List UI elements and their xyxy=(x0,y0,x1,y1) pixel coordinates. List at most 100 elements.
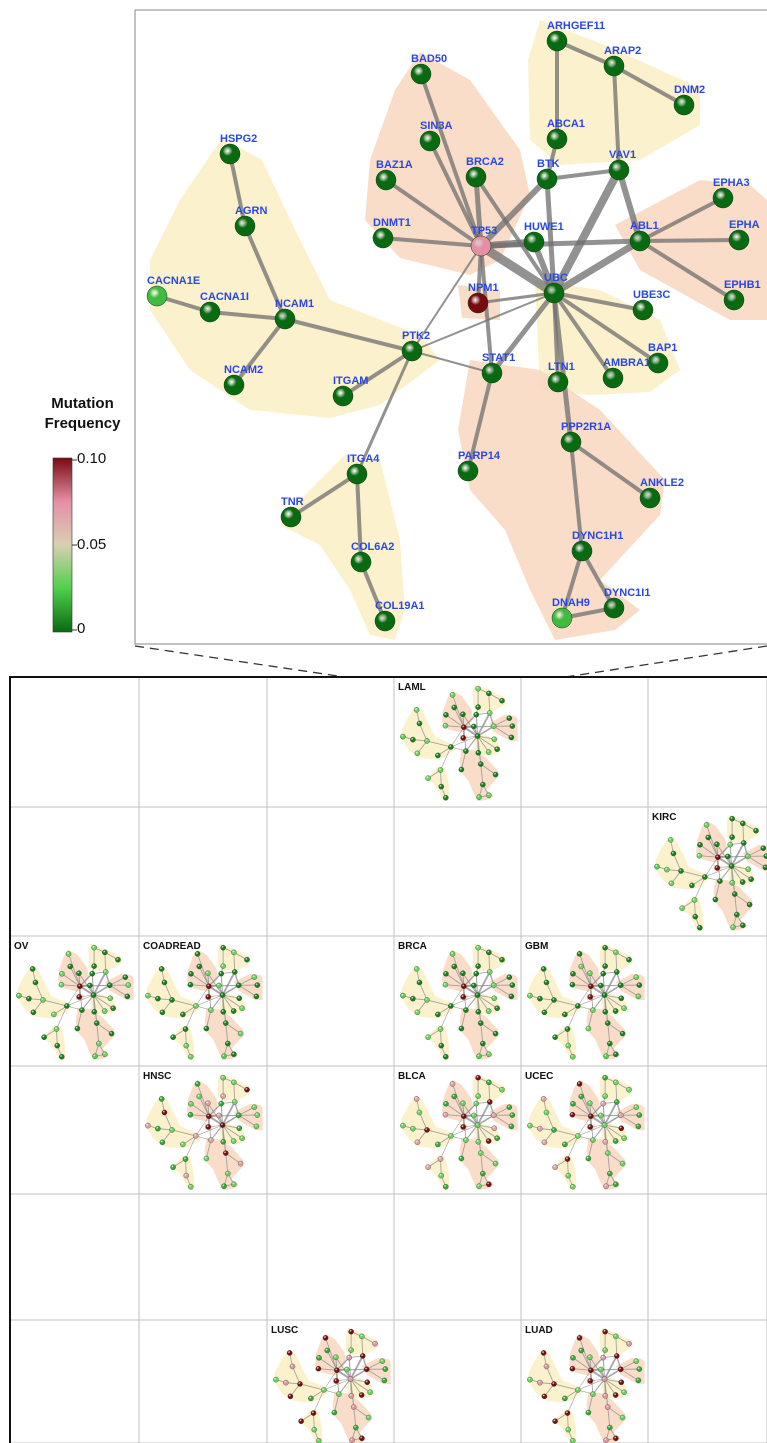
grid-cell xyxy=(647,1193,767,1321)
network-edge xyxy=(607,1152,611,1174)
network-edge xyxy=(603,1114,622,1126)
gene-label-ncam2: NCAM2 xyxy=(224,364,263,376)
gene-node xyxy=(372,1340,378,1347)
network-edge xyxy=(476,984,495,996)
gene-node xyxy=(635,1123,642,1130)
gene-node-dync1h1 xyxy=(571,540,593,562)
gene-label-tp53: TP53 xyxy=(471,225,497,237)
network-edge xyxy=(195,994,223,1007)
gene-node xyxy=(486,1051,492,1058)
network-edge xyxy=(61,973,81,987)
network-edge xyxy=(477,994,490,1012)
network-edge xyxy=(553,999,579,1007)
gene-node xyxy=(92,1053,98,1059)
gene-node xyxy=(543,1363,550,1370)
network-edge xyxy=(590,1102,604,1117)
cancer-network-gbm: GBM xyxy=(525,941,645,1061)
network-edge xyxy=(607,1406,611,1428)
network-edge xyxy=(546,981,555,1001)
gene-node xyxy=(102,1051,108,1058)
gene-node xyxy=(155,1125,161,1132)
network-edge xyxy=(42,999,68,1007)
cancer-type-label: GBM xyxy=(525,941,548,952)
gene-node-ppp2r1a xyxy=(560,431,582,453)
gene-node xyxy=(410,995,416,1002)
gene-node xyxy=(633,974,640,980)
network-edge xyxy=(620,1114,639,1127)
gene-label-col6a2: COL6A2 xyxy=(351,541,394,553)
network-edge xyxy=(465,735,479,752)
gene-node xyxy=(746,901,753,908)
network-edge xyxy=(612,64,686,107)
network-edge xyxy=(189,984,210,987)
network-edge xyxy=(477,1124,490,1142)
gene-node xyxy=(208,1007,214,1013)
network-edge xyxy=(572,1103,592,1117)
network-edge xyxy=(579,1083,592,1117)
gene-node xyxy=(449,1081,456,1087)
gene-node xyxy=(251,974,258,980)
network-edge xyxy=(92,994,98,1024)
gene-node xyxy=(413,1096,420,1102)
gene-label-epha: EPHA xyxy=(729,219,760,231)
gene-node xyxy=(437,1026,444,1032)
network-edge xyxy=(602,1357,606,1380)
gene-node xyxy=(324,1347,330,1354)
network-edge xyxy=(463,1102,477,1117)
cancer-type-label: LUSC xyxy=(271,1325,298,1336)
network-edge xyxy=(477,1124,495,1129)
network-edge xyxy=(465,1124,479,1141)
network-edge xyxy=(366,1368,385,1381)
network-edge xyxy=(694,876,706,901)
gene-node xyxy=(187,1111,194,1118)
gene-node xyxy=(183,1042,190,1049)
gene-node xyxy=(564,1156,571,1162)
module-hull xyxy=(528,1349,584,1403)
network-edge xyxy=(603,984,622,996)
gene-node xyxy=(670,850,677,857)
network-edge xyxy=(450,1124,478,1137)
gene-node xyxy=(697,924,703,931)
gene-node xyxy=(122,974,129,980)
gene-node xyxy=(451,1093,457,1100)
network-edge xyxy=(221,971,236,996)
network-edge xyxy=(56,1005,68,1030)
network-edge xyxy=(68,953,81,987)
network-edge xyxy=(233,1081,236,1103)
network-edge xyxy=(590,1368,622,1371)
gene-node xyxy=(367,1389,373,1395)
grid-cell xyxy=(9,676,140,808)
network-edge xyxy=(589,972,606,996)
gene-node xyxy=(598,982,604,989)
cancer-network-luad: LUAD xyxy=(525,1325,645,1443)
cancer-network-hnsc: HNSC xyxy=(143,1071,263,1191)
network-edge xyxy=(411,350,493,374)
gene-node xyxy=(613,1051,619,1058)
gene-node xyxy=(51,1011,57,1018)
grid-cell xyxy=(647,1065,767,1195)
network-edge xyxy=(729,844,733,867)
gene-node xyxy=(425,1034,431,1040)
network-edge xyxy=(450,735,478,748)
gene-node xyxy=(602,1009,609,1015)
gene-node xyxy=(106,982,113,989)
grid-cell xyxy=(647,676,767,808)
gene-node xyxy=(551,1127,557,1133)
gene-node xyxy=(537,1379,543,1386)
gene-node xyxy=(621,1005,627,1011)
gene-node xyxy=(145,992,151,999)
gene-node xyxy=(564,1026,571,1032)
network-edge xyxy=(66,994,94,1007)
gene-node xyxy=(604,1020,611,1026)
gene-node xyxy=(569,1111,576,1118)
gene-node xyxy=(205,994,212,1000)
gene-node xyxy=(527,1122,533,1129)
gene-node xyxy=(231,1079,237,1086)
network-edge xyxy=(366,1360,383,1370)
gene-node-ncam1 xyxy=(274,308,296,330)
gene-node xyxy=(159,1139,166,1146)
grid-cell xyxy=(9,1319,140,1443)
network-edge xyxy=(444,984,465,987)
module-hull xyxy=(616,973,645,1001)
